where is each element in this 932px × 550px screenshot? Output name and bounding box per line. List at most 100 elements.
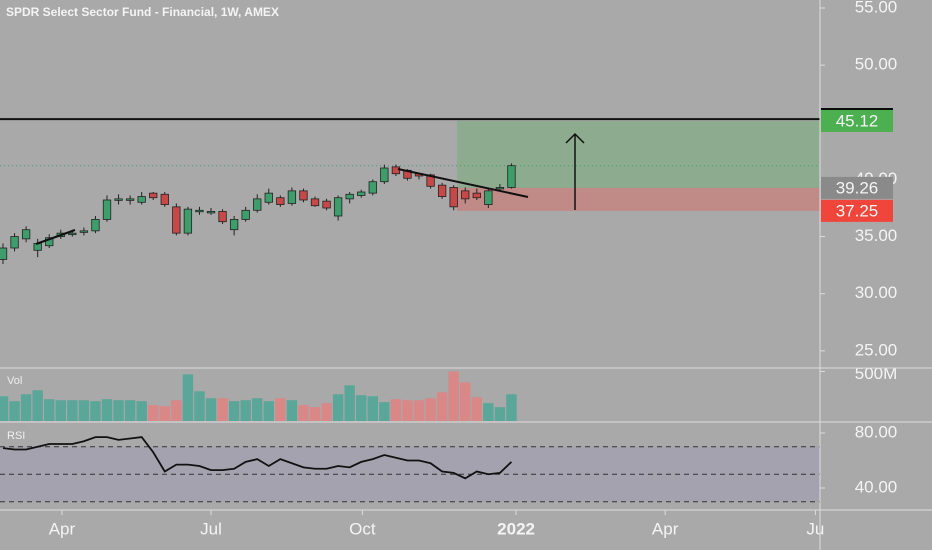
candle-body: [149, 192, 158, 199]
price-label: 45.12: [836, 111, 879, 130]
volume-bar: [67, 400, 78, 421]
volume-bar: [78, 400, 90, 421]
candle-body: [333, 197, 343, 217]
volume-bar: [286, 400, 298, 421]
x-tick-label: 2022: [497, 519, 535, 538]
volume-bar: [506, 394, 517, 421]
volume-bar: [460, 382, 471, 421]
x-tick-label: Jul: [200, 519, 222, 538]
pane-label: RSI: [7, 430, 25, 442]
trend-line: [397, 168, 529, 198]
volume-bar: [159, 406, 170, 421]
x-tick-label: Ju: [806, 519, 824, 538]
y-tick-label: 55.00: [855, 0, 898, 16]
candle-body: [449, 187, 458, 208]
candle-body: [229, 219, 239, 231]
volume-bar: [390, 399, 402, 421]
layer: 25.00 30.00 35.00 40.00 50.00 55.00 Apr Jul Oct 2…: [0, 0, 897, 538]
volume-bar: [182, 374, 194, 421]
candle-body: [345, 193, 354, 200]
candle-body: [299, 190, 308, 201]
candle-body: [21, 229, 31, 240]
candle-body: [264, 192, 273, 203]
volume-bar: [113, 400, 124, 421]
candle-body: [125, 198, 135, 201]
pane-label: Vol: [7, 375, 22, 387]
y-tick-label: 35.00: [855, 226, 898, 245]
volume-bar: [425, 398, 436, 421]
volume-bar: [379, 402, 390, 421]
candle-body: [172, 206, 181, 234]
volume-bar: [205, 398, 217, 421]
y-tick-label: 80.00: [855, 422, 898, 441]
candle-body: [437, 184, 447, 197]
candle-body: [10, 236, 19, 249]
arrow-head: [565, 132, 585, 144]
price-label-box: [821, 199, 893, 222]
volume-bar: [298, 405, 309, 421]
volume-bar: [275, 398, 286, 421]
y-tick-label: 30.00: [855, 283, 898, 302]
candle-body: [195, 209, 204, 213]
volume-bar: [148, 405, 159, 421]
candle-body: [241, 209, 250, 220]
volume-bar: [0, 396, 9, 421]
candle-body: [183, 208, 193, 234]
candle-body: [507, 165, 516, 188]
candle-body: [472, 192, 481, 199]
x-tick-label: Oct: [349, 519, 376, 538]
volume-bar: [240, 400, 251, 421]
candle-body: [102, 199, 112, 220]
price-label: 37.25: [836, 201, 879, 220]
volume-bar: [217, 398, 228, 421]
volume-bar: [321, 403, 332, 421]
price-label-box: [821, 176, 893, 199]
volume-bar: [494, 407, 506, 421]
trend-line: [35, 229, 76, 245]
volume-bar: [332, 394, 344, 421]
volume-bar: [471, 397, 482, 421]
volume-bar: [194, 391, 205, 421]
candle-body: [91, 219, 100, 232]
candle-body: [0, 247, 8, 260]
candle-body: [322, 200, 331, 209]
volume-bar: [344, 385, 355, 421]
volume-bar: [171, 400, 182, 421]
volume-bar: [136, 401, 147, 421]
candle-body: [68, 232, 77, 236]
candle-body: [276, 197, 285, 205]
candle-body: [495, 187, 505, 190]
volume-bar: [20, 394, 32, 421]
x-tick-label: Apr: [652, 519, 679, 538]
volume-bar: [436, 392, 448, 421]
price-label: 39.26: [836, 178, 879, 197]
y-tick-label: 500M: [855, 364, 898, 383]
volume-bar: [44, 399, 55, 421]
volume-bar: [101, 399, 113, 421]
volume-bar: [367, 396, 378, 421]
candle-body: [368, 181, 377, 194]
rsi-line: [2, 436, 513, 480]
candle-body: [160, 193, 169, 205]
volume-bar: [228, 401, 240, 421]
candle-body: [461, 190, 470, 200]
candle-body: [287, 190, 297, 204]
candle-body: [426, 174, 435, 187]
price-label-box: [821, 109, 893, 132]
x-tick-label: Apr: [49, 519, 76, 538]
candle-body: [218, 211, 227, 223]
target-zone: [457, 120, 820, 188]
candle-body: [380, 167, 389, 183]
volume-bar: [263, 401, 274, 421]
candle-body: [114, 198, 123, 201]
volume-bar: [55, 400, 66, 421]
candle-body: [45, 237, 54, 247]
candle-body: [137, 196, 146, 203]
volume-bar: [32, 390, 43, 421]
candle-body: [391, 166, 401, 175]
volume-bar: [124, 400, 136, 421]
volume-bar: [402, 400, 413, 421]
